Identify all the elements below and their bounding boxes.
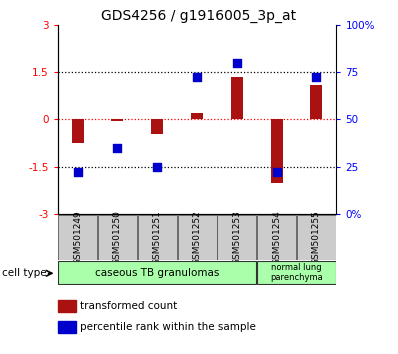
FancyBboxPatch shape [138, 215, 177, 260]
Bar [310, 85, 322, 119]
FancyBboxPatch shape [257, 215, 296, 260]
Bar [231, 77, 243, 119]
Text: cell type: cell type [2, 268, 47, 278]
Text: percentile rank within the sample: percentile rank within the sample [80, 322, 256, 332]
FancyBboxPatch shape [257, 261, 336, 284]
Text: transformed count: transformed count [80, 301, 177, 311]
Text: normal lung
parenchyma: normal lung parenchyma [270, 263, 323, 282]
Bar [72, 119, 84, 143]
Bar [271, 119, 283, 183]
Text: GSM501252: GSM501252 [193, 210, 201, 264]
Text: GSM501253: GSM501253 [232, 210, 241, 265]
Point [194, 74, 200, 80]
FancyBboxPatch shape [217, 215, 256, 260]
FancyBboxPatch shape [297, 215, 336, 260]
Text: caseous TB granulomas: caseous TB granulomas [95, 268, 219, 278]
FancyBboxPatch shape [98, 215, 137, 260]
Bar [111, 119, 123, 121]
Text: GSM501249: GSM501249 [73, 210, 82, 264]
Point [114, 145, 121, 151]
Text: GSM501255: GSM501255 [312, 210, 321, 265]
Point [74, 169, 81, 175]
Point [154, 164, 160, 170]
Bar [58, 300, 76, 312]
Text: GSM501250: GSM501250 [113, 210, 122, 265]
FancyBboxPatch shape [58, 261, 256, 284]
Text: GSM501251: GSM501251 [153, 210, 162, 265]
FancyBboxPatch shape [178, 215, 217, 260]
FancyBboxPatch shape [58, 215, 97, 260]
Point [234, 60, 240, 65]
Point [313, 74, 320, 80]
Bar [58, 321, 76, 333]
Text: GSM501254: GSM501254 [272, 210, 281, 264]
Text: GDS4256 / g1916005_3p_at: GDS4256 / g1916005_3p_at [101, 9, 297, 23]
Bar [151, 119, 163, 134]
Bar [191, 113, 203, 119]
Point [273, 169, 280, 175]
